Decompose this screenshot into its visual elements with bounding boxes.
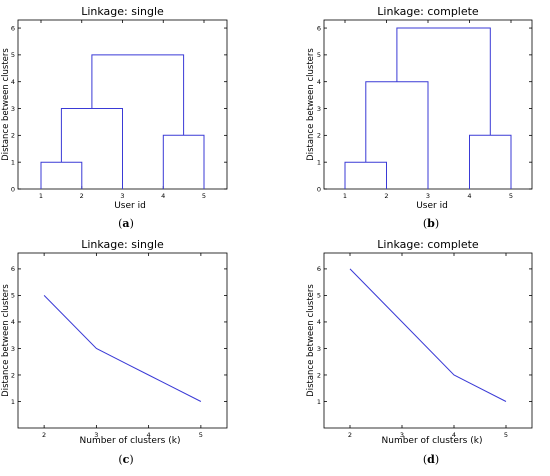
y-tick-label: 5 bbox=[317, 292, 321, 300]
y-tick-label: 4 bbox=[317, 78, 321, 86]
y-tick-label: 0 bbox=[11, 185, 15, 193]
y-axis-label: Distance between clusters bbox=[306, 48, 316, 161]
panel-caption: (d) bbox=[423, 453, 439, 466]
x-tick-label: 5 bbox=[199, 431, 203, 439]
x-tick-label: 1 bbox=[343, 192, 347, 200]
panel-caption: (a) bbox=[118, 217, 134, 230]
x-axis-label: Number of clusters (k) bbox=[382, 436, 483, 446]
x-tick-label: 2 bbox=[348, 431, 352, 439]
x-tick-label: 2 bbox=[80, 192, 84, 200]
x-tick-label: 3 bbox=[120, 192, 124, 200]
y-tick-label: 6 bbox=[11, 265, 15, 273]
x-axis-label: Number of clusters (k) bbox=[80, 436, 181, 446]
y-tick-label: 3 bbox=[317, 345, 321, 353]
x-tick-label: 1 bbox=[39, 192, 43, 200]
y-tick-label: 4 bbox=[317, 318, 321, 326]
x-tick-label: 2 bbox=[42, 431, 46, 439]
x-tick-label: 2 bbox=[384, 192, 388, 200]
chart-panel-1: 0 1 2 3 4 5 6 1 2 3 4 5 Linkage: single User id Distan… bbox=[1, 5, 227, 230]
x-tick-label: 5 bbox=[504, 431, 508, 439]
chart-panel-2: 0 1 2 3 4 5 6 1 2 3 4 5 Linkage: complete User id Dist… bbox=[306, 5, 532, 230]
panel-caption: (c) bbox=[118, 453, 133, 466]
x-tick-label: 3 bbox=[426, 192, 430, 200]
panel-caption: (b) bbox=[423, 217, 439, 230]
plot-frame bbox=[18, 253, 227, 428]
y-tick-label: 5 bbox=[317, 51, 321, 59]
x-tick-label: 5 bbox=[202, 192, 206, 200]
y-tick-label: 1 bbox=[11, 158, 15, 166]
x-axis-label: User id bbox=[114, 201, 146, 211]
y-tick-label: 2 bbox=[317, 371, 321, 379]
y-tick-label: 2 bbox=[317, 132, 321, 140]
chart-title: Linkage: complete bbox=[377, 238, 479, 251]
y-tick-label: 6 bbox=[11, 24, 15, 32]
y-tick-label: 3 bbox=[11, 105, 15, 113]
y-axis-label: Distance between clusters bbox=[1, 48, 11, 161]
y-tick-label: 3 bbox=[11, 345, 15, 353]
x-tick-label: 5 bbox=[509, 192, 513, 200]
y-tick-label: 2 bbox=[11, 371, 15, 379]
chart-title: Linkage: single bbox=[81, 238, 164, 251]
x-axis-label: User id bbox=[416, 201, 448, 211]
y-tick-label: 6 bbox=[317, 265, 321, 273]
chart-title: Linkage: complete bbox=[377, 5, 479, 18]
x-tick-label: 4 bbox=[467, 192, 471, 200]
y-tick-label: 1 bbox=[11, 398, 15, 406]
y-tick-label: 5 bbox=[11, 51, 15, 59]
x-tick-label: 4 bbox=[161, 192, 165, 200]
y-tick-label: 4 bbox=[11, 318, 15, 326]
y-axis-label: Distance between clusters bbox=[306, 284, 316, 397]
y-tick-label: 5 bbox=[11, 292, 15, 300]
y-tick-label: 2 bbox=[11, 132, 15, 140]
y-tick-label: 3 bbox=[317, 105, 321, 113]
y-tick-label: 0 bbox=[317, 185, 321, 193]
chart-title: Linkage: single bbox=[81, 5, 164, 18]
plot-frame bbox=[324, 253, 532, 428]
y-tick-label: 6 bbox=[317, 24, 321, 32]
y-tick-label: 1 bbox=[317, 398, 321, 406]
y-axis-label: Distance between clusters bbox=[1, 284, 11, 397]
y-tick-label: 4 bbox=[11, 78, 15, 86]
y-tick-label: 1 bbox=[317, 158, 321, 166]
